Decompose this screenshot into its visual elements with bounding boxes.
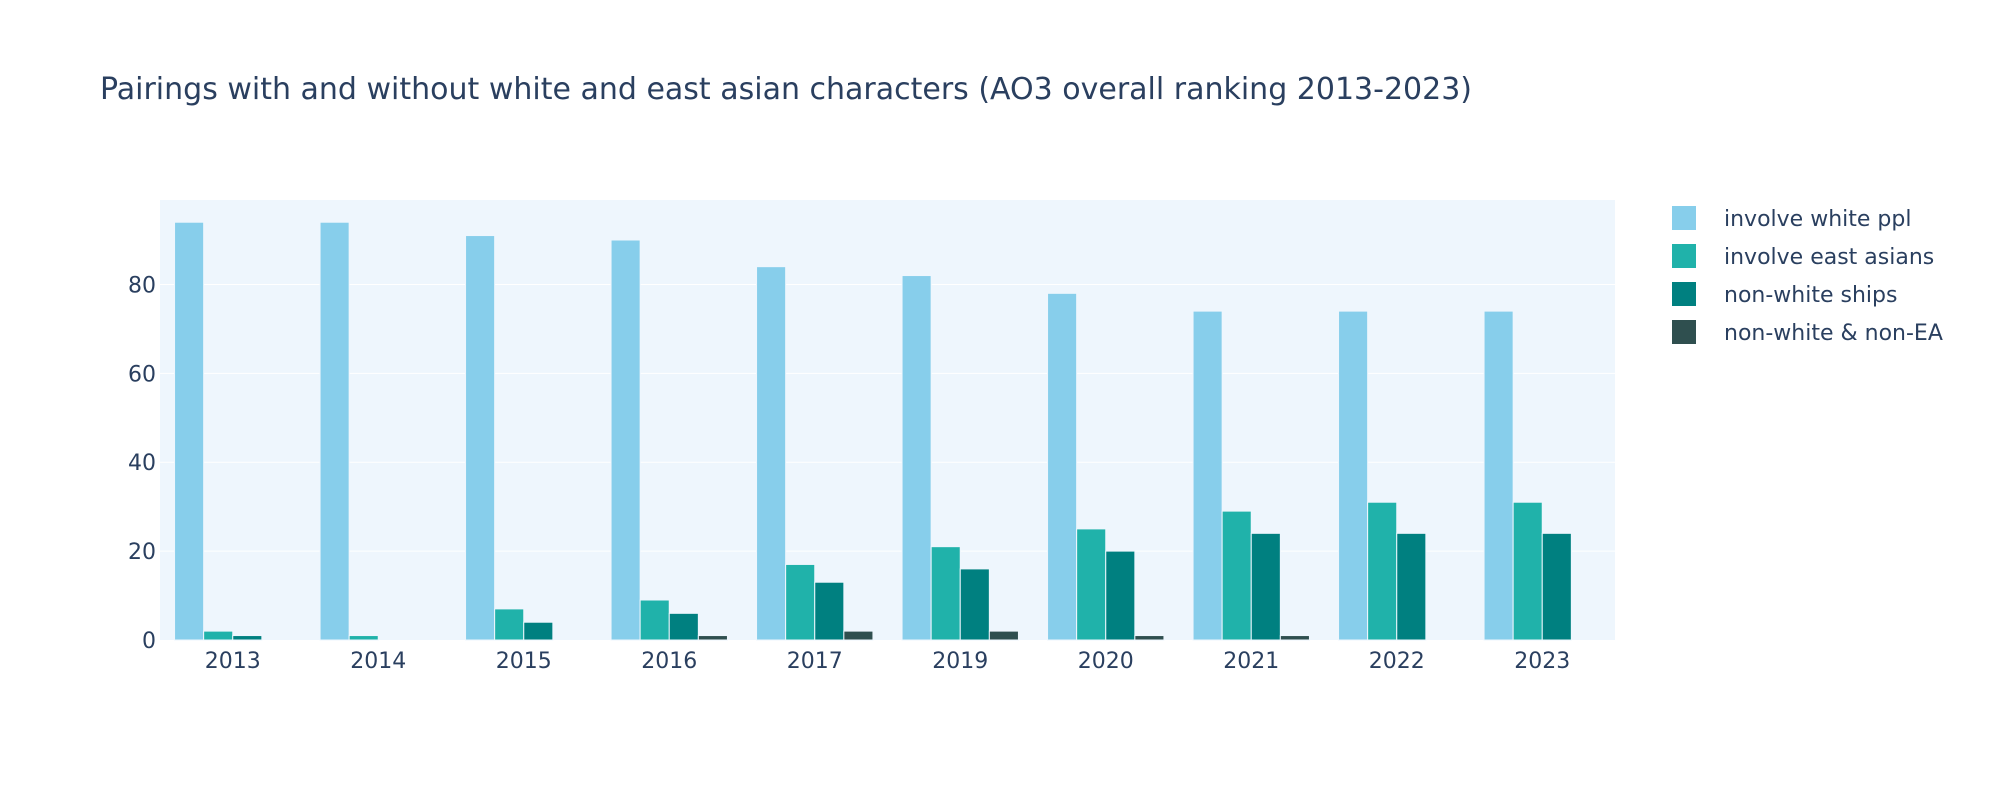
legend-swatch: [1672, 320, 1696, 344]
bar[interactable]: [1134, 635, 1165, 641]
bar[interactable]: [814, 581, 845, 641]
legend[interactable]: involve white ppl involve east asians non-…: [1672, 206, 1943, 346]
bar[interactable]: [465, 235, 496, 641]
y-tick-label: 60: [128, 362, 156, 387]
bar[interactable]: [523, 621, 554, 641]
bar[interactable]: [1279, 635, 1310, 641]
legend-swatch: [1672, 206, 1696, 230]
bar[interactable]: [319, 221, 350, 641]
bar[interactable]: [1076, 528, 1107, 641]
x-axis-ticks: 2013 2014 2015 2016 2017 2019 2020 2021 2022 2023: [205, 649, 1571, 674]
bar[interactable]: [639, 599, 670, 641]
x-tick-label: 2020: [1078, 649, 1134, 674]
legend-swatch: [1672, 244, 1696, 268]
y-tick-label: 20: [128, 540, 156, 565]
bar[interactable]: [1105, 550, 1136, 641]
legend-label: involve east asians: [1724, 245, 1934, 270]
bar[interactable]: [1338, 310, 1369, 641]
legend-swatch: [1672, 282, 1696, 306]
x-tick-label: 2016: [641, 649, 697, 674]
bar[interactable]: [174, 221, 205, 641]
y-axis-ticks: 0 20 40 60 80: [128, 273, 156, 654]
legend-item[interactable]: non-white & non-EA: [1672, 320, 1943, 346]
bar[interactable]: [348, 635, 379, 641]
x-tick-label: 2023: [1514, 649, 1570, 674]
x-tick-label: 2019: [932, 649, 988, 674]
legend-label: involve white ppl: [1724, 207, 1911, 232]
x-tick-label: 2017: [787, 649, 843, 674]
bar[interactable]: [843, 630, 874, 641]
legend-item[interactable]: involve east asians: [1672, 244, 1934, 270]
x-tick-label: 2021: [1223, 649, 1279, 674]
bar[interactable]: [1483, 310, 1514, 641]
y-tick-label: 0: [142, 629, 156, 654]
bar[interactable]: [232, 635, 263, 641]
bar[interactable]: [756, 266, 787, 641]
bar[interactable]: [1512, 501, 1543, 641]
bars: [174, 221, 1572, 641]
bar[interactable]: [901, 275, 932, 641]
y-tick-label: 80: [128, 273, 156, 298]
x-tick-label: 2014: [350, 649, 406, 674]
bar[interactable]: [1367, 501, 1398, 641]
bar[interactable]: [785, 563, 816, 641]
bar[interactable]: [1541, 532, 1572, 641]
bar[interactable]: [494, 608, 525, 641]
legend-label: non-white & non-EA: [1724, 321, 1943, 346]
bar[interactable]: [959, 568, 990, 641]
bar[interactable]: [930, 546, 961, 641]
bar[interactable]: [697, 635, 728, 641]
bar[interactable]: [610, 239, 641, 641]
legend-label: non-white ships: [1724, 283, 1897, 308]
bar[interactable]: [1192, 310, 1223, 641]
chart-title: Pairings with and without white and east…: [100, 72, 1472, 107]
bar[interactable]: [1250, 532, 1281, 641]
x-tick-label: 2022: [1369, 649, 1425, 674]
bar[interactable]: [1047, 292, 1078, 641]
legend-item[interactable]: involve white ppl: [1672, 206, 1911, 232]
bar[interactable]: [1221, 510, 1252, 641]
x-tick-label: 2013: [205, 649, 261, 674]
legend-item[interactable]: non-white ships: [1672, 282, 1897, 308]
bar[interactable]: [668, 612, 699, 641]
y-tick-label: 40: [128, 451, 156, 476]
bar[interactable]: [1396, 532, 1427, 641]
bar[interactable]: [203, 630, 234, 641]
bar[interactable]: [988, 630, 1019, 641]
x-tick-label: 2015: [496, 649, 552, 674]
